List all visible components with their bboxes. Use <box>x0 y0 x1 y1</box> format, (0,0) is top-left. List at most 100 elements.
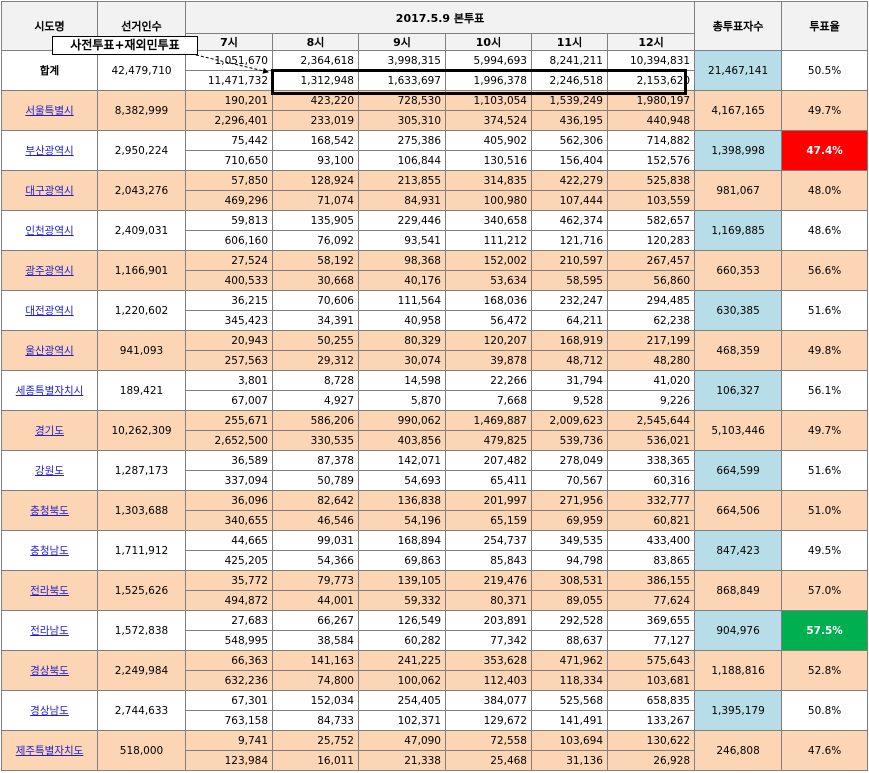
hour-value: 374,524 <box>445 110 532 131</box>
hour-value: 632,236 <box>185 670 273 691</box>
hour-value: 141,163 <box>272 650 359 671</box>
turnout: 49.7% <box>781 410 869 451</box>
total-voters: 1,169,885 <box>694 210 783 251</box>
hour-value: 1,980,197 <box>606 90 696 111</box>
total-voters: 904,976 <box>694 610 783 651</box>
hour-value: 103,681 <box>606 670 696 691</box>
region-name: 충청북도 <box>1 490 98 531</box>
region-name: 광주광역시 <box>1 250 98 291</box>
hour-value: 82,642 <box>272 490 359 511</box>
hour-value: 50,255 <box>272 330 359 351</box>
hour-value: 94,798 <box>531 550 608 571</box>
region-name: 서울특별시 <box>1 90 98 131</box>
hour-value: 229,446 <box>358 210 446 231</box>
hour-value: 74,800 <box>272 670 359 691</box>
header-hour: 7시 <box>185 33 273 51</box>
hour-value: 31,136 <box>531 750 608 771</box>
row: 123,984 16,011 21,338 25,468 31,136 26,928 <box>2 750 868 771</box>
hour-value: 469,296 <box>185 190 273 211</box>
hour-value: 340,655 <box>185 510 273 531</box>
turnout: 48.0% <box>781 170 869 211</box>
region-name: 대구광역시 <box>1 170 98 211</box>
hour-value: 89,055 <box>531 590 608 611</box>
hour-value: 9,741 <box>185 730 273 751</box>
region-name: 세종특별자치시 <box>1 370 98 411</box>
row: 337,094 50,789 54,693 65,411 70,567 60,316 <box>2 470 868 491</box>
hour-value: 1,051,670 <box>185 50 273 71</box>
turnout: 56.1% <box>781 370 869 411</box>
turnout: 56.6% <box>781 250 869 291</box>
region-name: 대전광역시 <box>1 290 98 331</box>
hour-value: 292,528 <box>531 610 608 631</box>
hour-value: 130,516 <box>445 150 532 171</box>
hour-value: 4,927 <box>272 390 359 411</box>
hour-value: 118,334 <box>531 670 608 691</box>
turnout: 52.8% <box>781 650 869 691</box>
hour-value: 314,835 <box>445 170 532 191</box>
hour-value: 2,009,623 <box>531 410 608 431</box>
row: 257,563 29,312 30,074 39,878 48,712 48,280 <box>2 350 868 371</box>
hour-value: 67,007 <box>185 390 273 411</box>
hour-value: 257,563 <box>185 350 273 371</box>
hour-value: 69,959 <box>531 510 608 531</box>
total-voters: 660,353 <box>694 250 783 291</box>
row: 제주특별자치도 518,000 9,741 25,752 47,090 72,558 103… <box>1 730 869 771</box>
hour-value: 728,530 <box>358 90 446 111</box>
electors: 2,043,276 <box>97 170 186 211</box>
total-voters: 847,423 <box>694 530 783 571</box>
hour-value: 25,752 <box>272 730 359 751</box>
turnout: 49.7% <box>781 90 869 131</box>
hour-value: 54,693 <box>358 470 446 491</box>
row: 경기도 10,262,309 255,671 586,206 990,062 1,469,… <box>1 410 869 451</box>
hour-value: 340,658 <box>445 210 532 231</box>
hour-value: 433,400 <box>606 530 696 551</box>
hour-value: 123,984 <box>185 750 273 771</box>
hour-value: 35,772 <box>185 570 273 591</box>
hour-value: 98,368 <box>358 250 446 271</box>
hour-value: 58,192 <box>272 250 359 271</box>
hour-value: 29,312 <box>272 350 359 371</box>
hour-value: 525,838 <box>606 170 696 191</box>
electors: 941,093 <box>97 330 186 371</box>
hour-value: 77,342 <box>445 630 532 651</box>
region-name: 전라북도 <box>1 570 98 611</box>
region-name: 부산광역시 <box>1 130 98 171</box>
turnout: 47.6% <box>781 730 869 771</box>
total-voters: 5,103,446 <box>694 410 783 451</box>
region-name: 강원도 <box>1 450 98 491</box>
row: 494,872 44,001 59,332 80,371 89,055 77,624 <box>2 590 868 611</box>
hour-value: 38,584 <box>272 630 359 651</box>
hour-value: 562,306 <box>531 130 608 151</box>
row: 부산광역시 2,950,224 75,442 168,542 275,386 405,90… <box>1 130 869 171</box>
region-name: 인천광역시 <box>1 210 98 251</box>
hour-value: 36,589 <box>185 450 273 471</box>
row: 경상남도 2,744,633 67,301 152,034 254,405 384,077… <box>1 690 869 731</box>
hour-value: 79,773 <box>272 570 359 591</box>
hour-value: 26,928 <box>606 750 696 771</box>
hour-value: 80,329 <box>358 330 446 351</box>
row: 2,652,500 330,535 403,856 479,825 539,736 536… <box>2 430 868 451</box>
hour-value: 152,002 <box>445 250 532 271</box>
row: 548,995 38,584 60,282 77,342 88,637 77,127 <box>2 630 868 651</box>
row: 광주광역시 1,166,901 27,524 58,192 98,368 152,002 2… <box>1 250 869 291</box>
hour-value: 254,405 <box>358 690 446 711</box>
total-voters: 1,188,816 <box>694 650 783 691</box>
row: 울산광역시 941,093 20,943 50,255 80,329 120,207 168… <box>1 330 869 371</box>
electors: 189,421 <box>97 370 186 411</box>
hour-value: 575,643 <box>606 650 696 671</box>
row: 400,533 30,668 40,176 53,634 58,595 56,860 <box>2 270 868 291</box>
row: 대전광역시 1,220,602 36,215 70,606 111,564 168,036… <box>1 290 869 331</box>
hour-value: 275,386 <box>358 130 446 151</box>
hour-value: 714,882 <box>606 130 696 151</box>
hour-value: 60,821 <box>606 510 696 531</box>
turnout: 47.4% <box>781 130 869 171</box>
hour-value: 436,195 <box>531 110 608 131</box>
row: 632,236 74,800 100,062 112,403 118,334 103,68… <box>2 670 868 691</box>
header-rate: 투표율 <box>781 1 869 51</box>
hour-value: 83,865 <box>606 550 696 571</box>
row: 전라남도 1,572,838 27,683 66,267 126,549 203,891 2… <box>1 610 869 651</box>
hour-value: 44,001 <box>272 590 359 611</box>
hour-value: 9,226 <box>606 390 696 411</box>
hour-value: 126,549 <box>358 610 446 631</box>
